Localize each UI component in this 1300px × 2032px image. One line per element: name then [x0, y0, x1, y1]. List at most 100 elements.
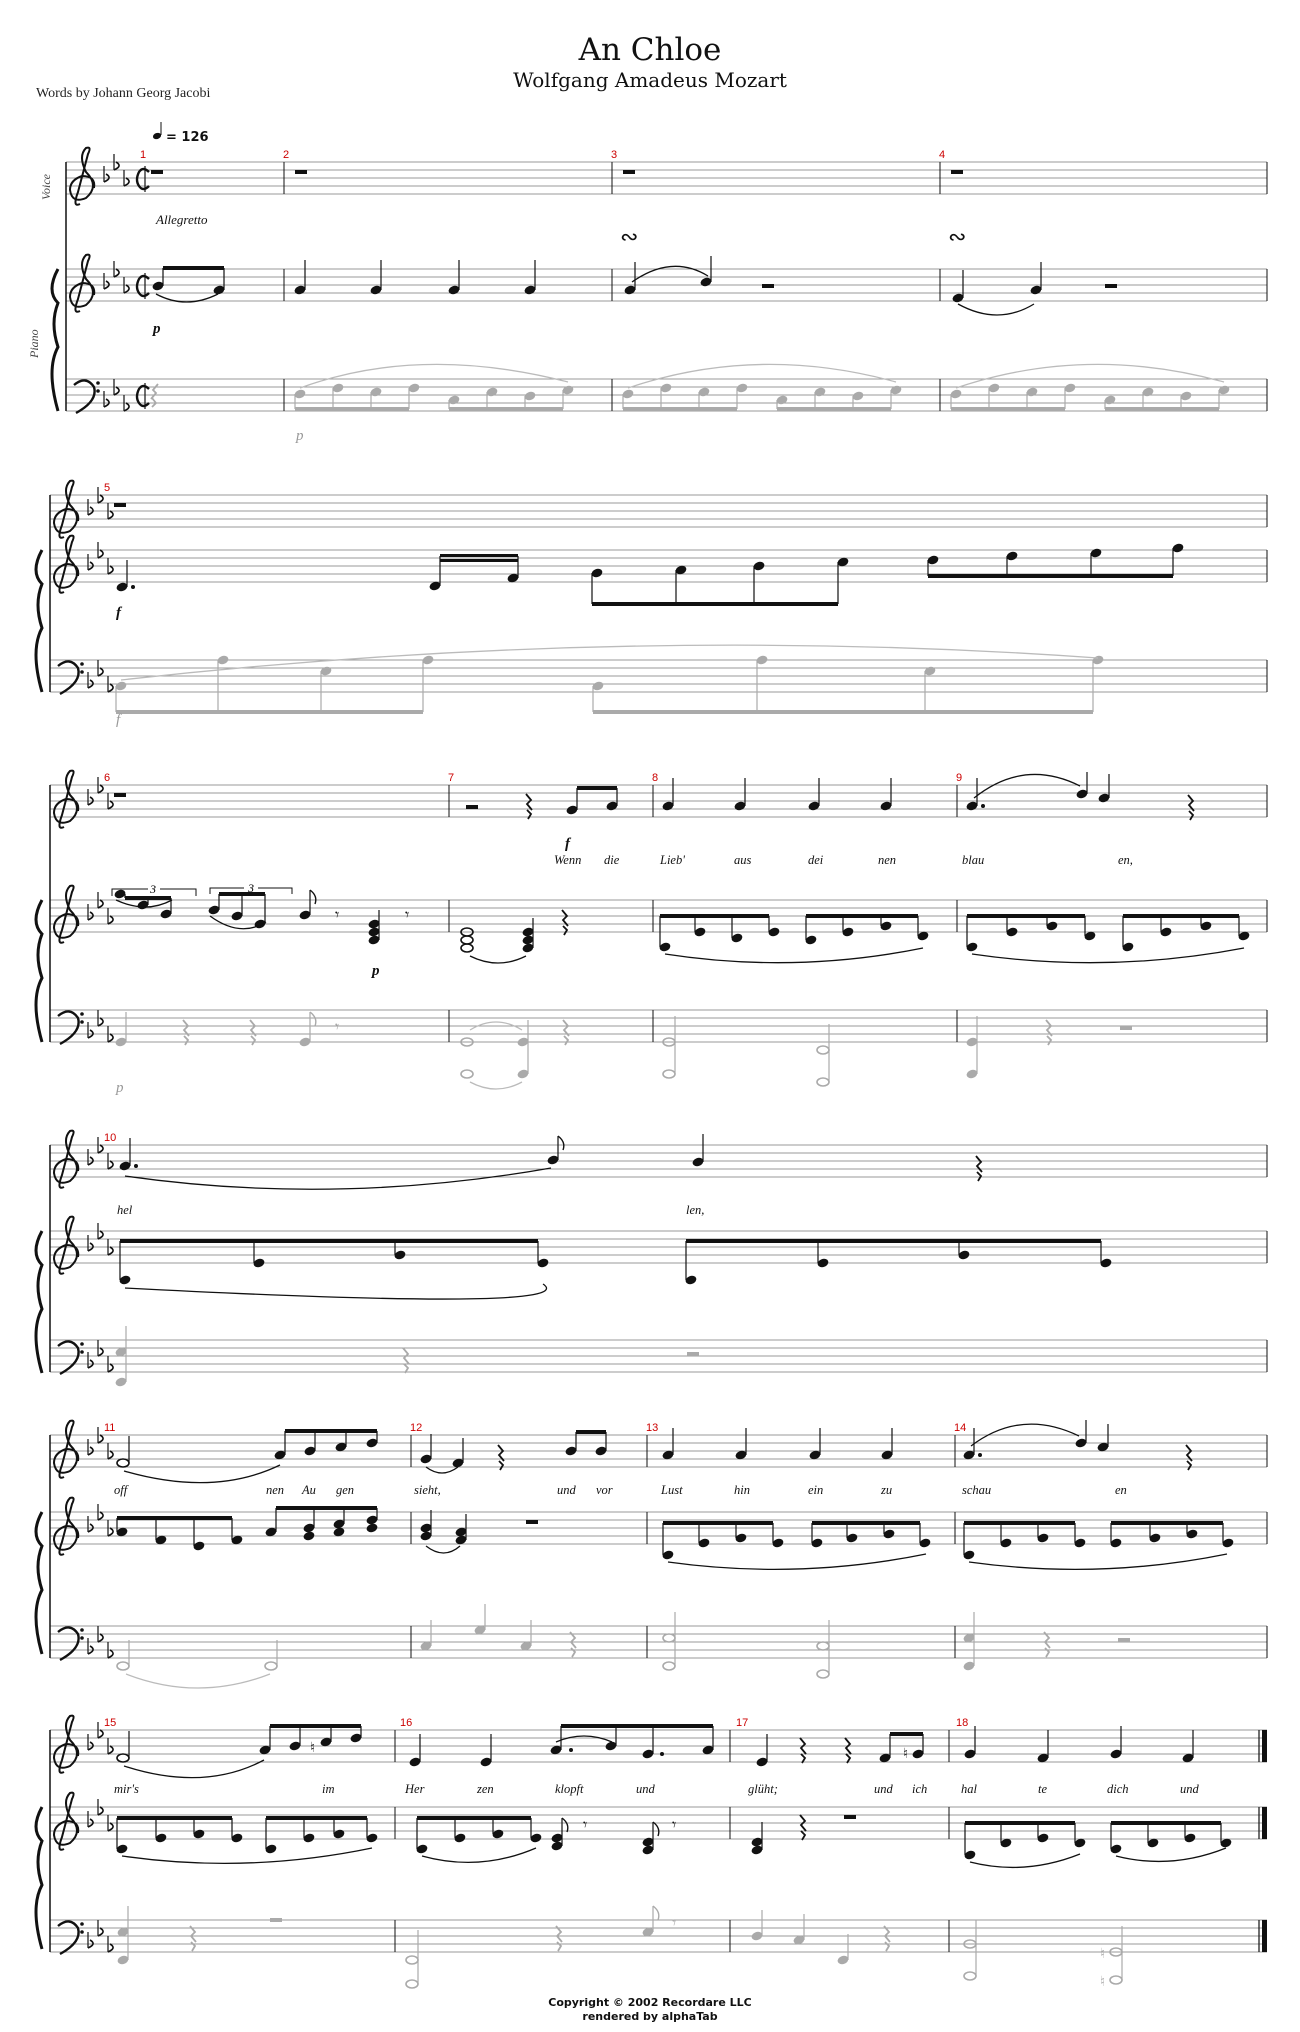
note-head	[917, 931, 929, 941]
measure-number: 12	[410, 1422, 422, 1434]
system-3: 6 7 8 9 f Wenn die Lieb' aus	[34, 769, 1268, 1096]
note-head	[837, 1955, 849, 1965]
measure-number: 14	[954, 1422, 966, 1434]
note-head	[486, 387, 498, 397]
note-head	[837, 557, 849, 567]
note-head	[1182, 1753, 1194, 1763]
note-head	[880, 921, 892, 931]
note-head	[1097, 1442, 1109, 1452]
svg-text:mir's: mir's	[114, 1782, 139, 1796]
svg-text:zen: zen	[476, 1782, 494, 1796]
note-head	[642, 1837, 654, 1847]
voice-staff-3	[50, 784, 1267, 818]
bass-clef-key-signature	[57, 1340, 114, 1376]
note-head	[520, 1641, 532, 1651]
final-barline	[1258, 1730, 1267, 1952]
note-head	[1160, 927, 1172, 937]
note-head	[811, 1538, 823, 1548]
measure-number: 13	[646, 1422, 658, 1434]
bass-clef-key-signature	[57, 660, 114, 696]
measure-number: 5	[104, 482, 110, 494]
note-head	[662, 801, 674, 811]
note-head	[550, 1745, 562, 1755]
note-head	[1142, 387, 1154, 397]
barlines-6	[394, 1730, 950, 1952]
note-head	[809, 1450, 821, 1460]
note-head	[294, 285, 306, 295]
treble-clef-key-signature	[52, 1215, 114, 1275]
beamed-notes	[1110, 1521, 1234, 1548]
dynamic-mark: p	[370, 963, 380, 979]
note-head	[756, 655, 768, 665]
note-head	[793, 1935, 805, 1945]
svg-text:te: te	[1038, 1782, 1047, 1796]
svg-text:hin: hin	[734, 1483, 750, 1497]
note-head	[474, 1625, 486, 1635]
measure-number: 4	[939, 149, 945, 161]
note-head	[1110, 1844, 1122, 1854]
note-head	[253, 1258, 265, 1268]
note-head	[756, 1757, 768, 1767]
note-head	[522, 927, 534, 937]
note-head	[565, 1446, 577, 1456]
note-head	[409, 1757, 421, 1767]
note-head	[155, 1535, 167, 1545]
beamed-notes	[274, 1429, 378, 1460]
svg-text:en: en	[1115, 1483, 1127, 1497]
svg-text:Lust: Lust	[660, 1483, 683, 1497]
note-head	[660, 383, 672, 393]
note-head	[115, 681, 127, 691]
system-1: = 126 Voice Piano 1 2 3 4 Allegretto	[27, 122, 1268, 444]
note-head	[622, 389, 634, 399]
barlines-1	[283, 162, 1268, 411]
dynamic-mark: f	[116, 605, 123, 621]
beamed-notes	[116, 1516, 243, 1551]
piano-lower-staff-4	[50, 1339, 1267, 1373]
note-head	[751, 1837, 763, 1847]
note-head	[299, 1037, 311, 1047]
voice-staff-1	[66, 161, 1267, 195]
note-head	[595, 1446, 607, 1456]
note-head	[1147, 1838, 1159, 1848]
note-head	[662, 1550, 674, 1560]
note-head	[963, 1450, 975, 1460]
svg-text:𝄾: 𝄾	[335, 1019, 339, 1036]
note-head	[963, 1633, 975, 1643]
note-head	[624, 285, 636, 295]
voice-staff-2	[50, 494, 1267, 528]
note-head	[606, 801, 618, 811]
note-head	[420, 1523, 432, 1533]
note-head	[817, 1258, 829, 1268]
note-head	[852, 391, 864, 401]
note-head	[814, 387, 826, 397]
beamed-notes	[259, 1724, 362, 1755]
beamed-notes	[294, 383, 420, 411]
svg-text:Her: Her	[404, 1782, 425, 1796]
piano-lower-notes-2	[115, 644, 1104, 714]
note-head	[303, 1833, 315, 1843]
note-head	[963, 1550, 975, 1560]
voice-notes-4	[119, 1134, 983, 1190]
svg-text:off: off	[114, 1483, 129, 1497]
note-head	[455, 1535, 467, 1545]
note-head	[333, 1527, 345, 1537]
note-head	[952, 293, 964, 303]
note-head	[1172, 543, 1184, 553]
note-head	[303, 1531, 315, 1541]
system-6: 15 16 17 18 ♮ ♮ mir's	[34, 1714, 1267, 1990]
piano-lower-notes-5	[116, 1604, 1130, 1689]
svg-text:nen: nen	[878, 853, 896, 867]
beamed-notes	[550, 1724, 714, 1759]
beamed-notes	[265, 1506, 378, 1537]
treble-clef-key-signature	[52, 1496, 114, 1556]
svg-text:en,: en,	[1118, 853, 1133, 867]
note-head	[1074, 1538, 1086, 1548]
note-head	[1104, 395, 1116, 405]
note-head	[193, 1541, 205, 1551]
note-head	[1037, 1753, 1049, 1763]
bass-clef-key-signature	[57, 1920, 114, 1956]
note-head	[547, 1155, 559, 1165]
note-head	[420, 1454, 432, 1464]
note-head	[1046, 921, 1058, 931]
note-head	[115, 1037, 127, 1047]
